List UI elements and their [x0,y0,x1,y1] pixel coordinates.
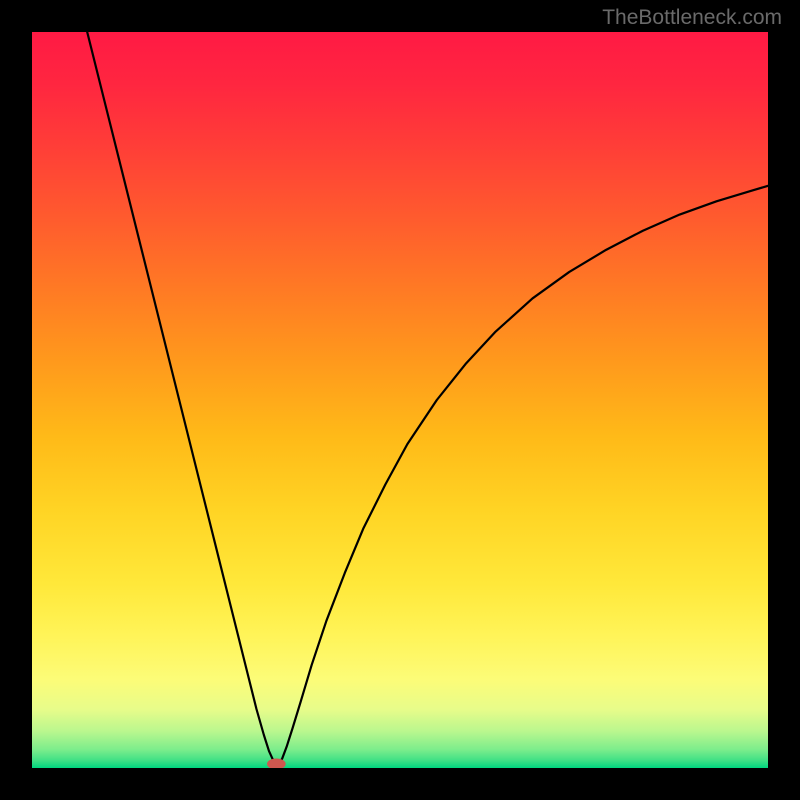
minimum-marker [268,759,286,768]
chart-background [32,32,768,768]
watermark-text: TheBottleneck.com [602,6,782,30]
bottleneck-chart [32,32,768,768]
chart-svg [32,32,768,768]
